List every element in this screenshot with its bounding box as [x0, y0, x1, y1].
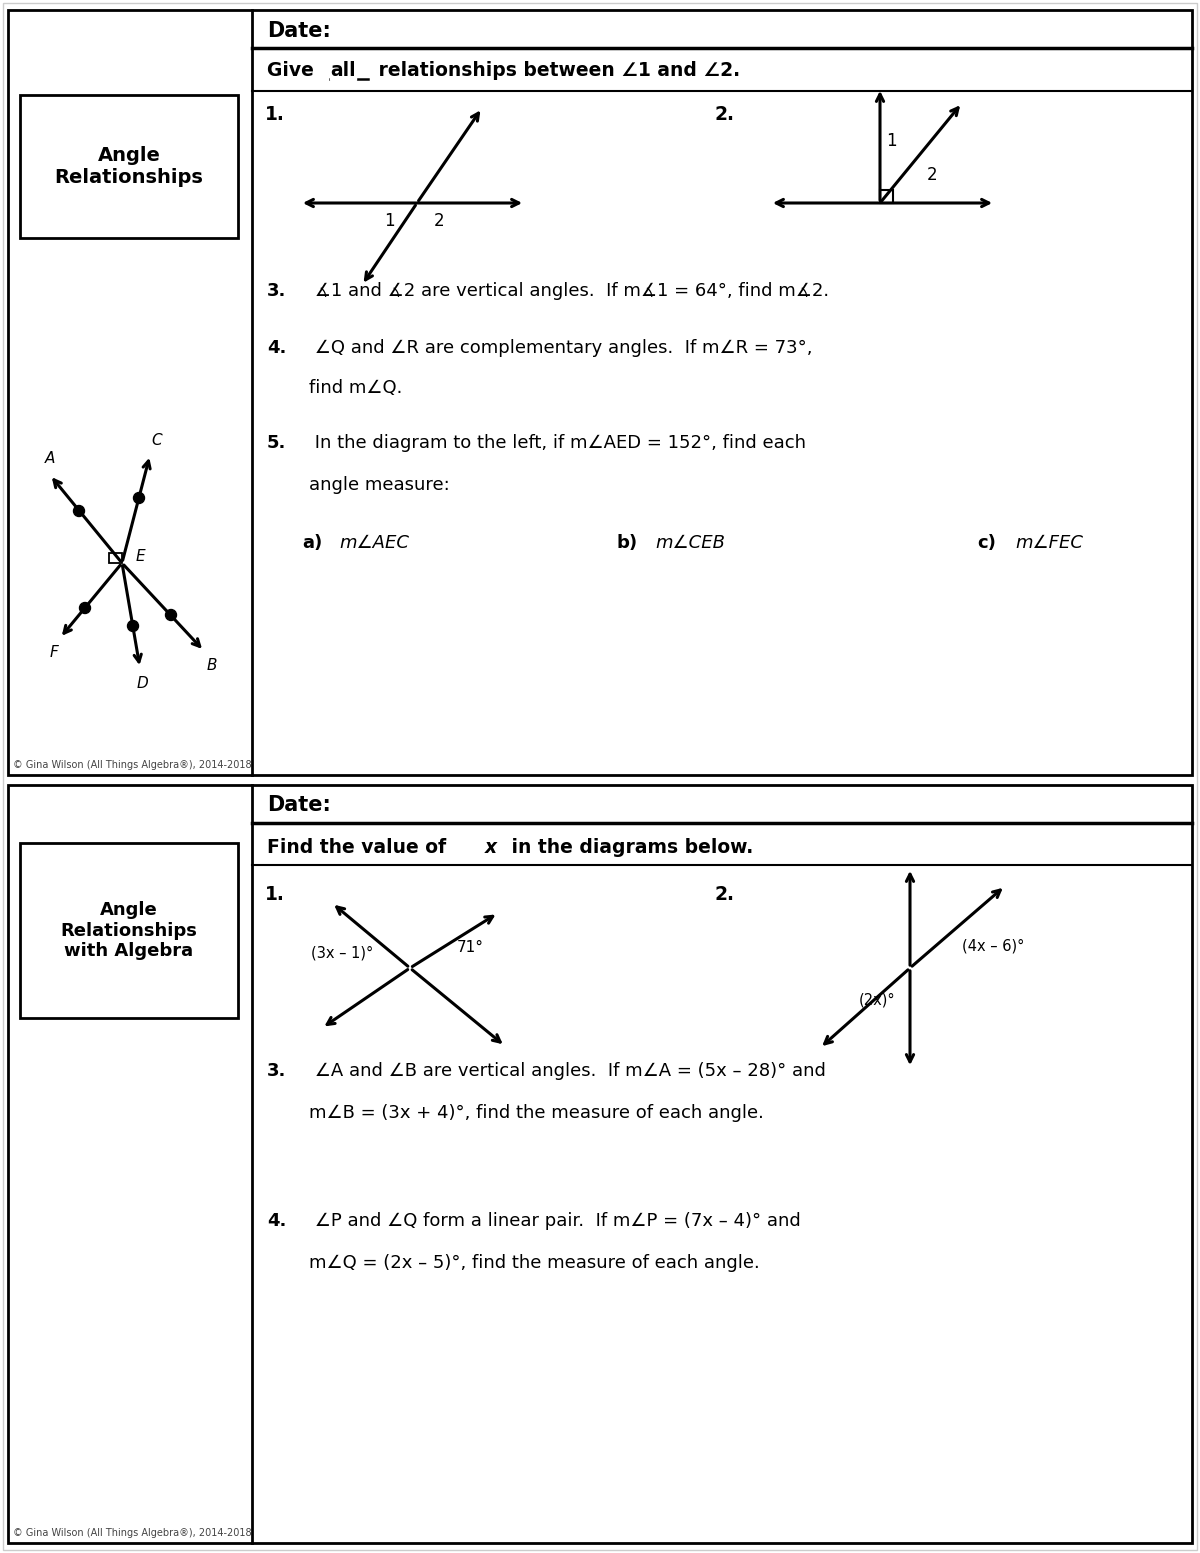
Text: 2: 2: [926, 166, 937, 183]
Text: Angle
Relationships
with Algebra: Angle Relationships with Algebra: [60, 901, 198, 960]
Circle shape: [73, 505, 84, 517]
Text: angle measure:: angle measure:: [310, 477, 450, 494]
Text: 71°: 71°: [456, 941, 484, 955]
Text: b): b): [617, 534, 638, 551]
Text: 2.: 2.: [715, 106, 734, 124]
Text: 1.: 1.: [265, 885, 284, 904]
Text: A: A: [44, 450, 55, 466]
Text: 3.: 3.: [266, 1062, 287, 1079]
Text: c): c): [977, 534, 996, 551]
Text: © Gina Wilson (All Things Algebra®), 2014-2018: © Gina Wilson (All Things Algebra®), 201…: [13, 759, 252, 770]
Bar: [20, 843, 238, 1019]
Circle shape: [79, 603, 90, 613]
Text: Give: Give: [266, 62, 320, 81]
Text: m∠AEC: m∠AEC: [338, 534, 409, 551]
Text: m∠CEB: m∠CEB: [655, 534, 725, 551]
Text: 1: 1: [886, 132, 896, 151]
Bar: [8, 9, 1192, 775]
Text: m∠Q = (2x – 5)°, find the measure of each angle.: m∠Q = (2x – 5)°, find the measure of eac…: [310, 1253, 760, 1272]
Text: m∠B = (3x + 4)°, find the measure of each angle.: m∠B = (3x + 4)°, find the measure of eac…: [310, 1104, 764, 1121]
Text: 1.: 1.: [265, 106, 284, 124]
Text: (4x – 6)°: (4x – 6)°: [962, 938, 1025, 954]
Text: ∠Q and ∠R are complementary angles.  If m∠R = 73°,: ∠Q and ∠R are complementary angles. If m…: [310, 339, 812, 357]
Text: a): a): [302, 534, 323, 551]
Text: Angle
Relationships: Angle Relationships: [54, 146, 204, 186]
Text: find m∠Q.: find m∠Q.: [310, 379, 402, 398]
Text: F: F: [49, 644, 59, 660]
Circle shape: [127, 621, 138, 632]
Text: m∠FEC: m∠FEC: [1015, 534, 1084, 551]
Text: 1: 1: [384, 213, 395, 230]
Text: D: D: [136, 676, 148, 691]
Text: In the diagram to the left, if m∠AED = 152°, find each: In the diagram to the left, if m∠AED = 1…: [310, 433, 806, 452]
Text: B: B: [206, 658, 217, 672]
Text: (2x)°: (2x)°: [858, 992, 895, 1008]
Text: ∡1 and ∡2 are vertical angles.  If m∡1 = 64°, find m∡2.: ∡1 and ∡2 are vertical angles. If m∡1 = …: [310, 283, 829, 300]
Text: (3x – 1)°: (3x – 1)°: [311, 946, 373, 960]
Text: x: x: [485, 839, 497, 857]
Bar: [8, 784, 1192, 1544]
Text: all: all: [330, 62, 355, 81]
Text: E: E: [136, 550, 145, 564]
Text: 3.: 3.: [266, 283, 287, 300]
Bar: [20, 95, 238, 238]
Text: 5.: 5.: [266, 433, 287, 452]
Circle shape: [166, 609, 176, 621]
Text: Date:: Date:: [266, 22, 331, 40]
Text: ∠P and ∠Q form a linear pair.  If m∠P = (7x – 4)° and: ∠P and ∠Q form a linear pair. If m∠P = (…: [310, 1211, 800, 1230]
Text: C: C: [151, 433, 162, 447]
Text: 2: 2: [433, 213, 444, 230]
Text: in the diagrams below.: in the diagrams below.: [505, 839, 754, 857]
Text: relationships between ∠1 and ∠2.: relationships between ∠1 and ∠2.: [372, 62, 740, 81]
Text: 2.: 2.: [715, 885, 734, 904]
Text: © Gina Wilson (All Things Algebra®), 2014-2018: © Gina Wilson (All Things Algebra®), 201…: [13, 1528, 252, 1537]
Text: Find the value of: Find the value of: [266, 839, 452, 857]
Text: 4.: 4.: [266, 339, 287, 357]
Text: 4.: 4.: [266, 1211, 287, 1230]
Text: Date:: Date:: [266, 795, 331, 815]
Circle shape: [133, 492, 144, 503]
Text: ∠A and ∠B are vertical angles.  If m∠A = (5x – 28)° and: ∠A and ∠B are vertical angles. If m∠A = …: [310, 1062, 826, 1079]
